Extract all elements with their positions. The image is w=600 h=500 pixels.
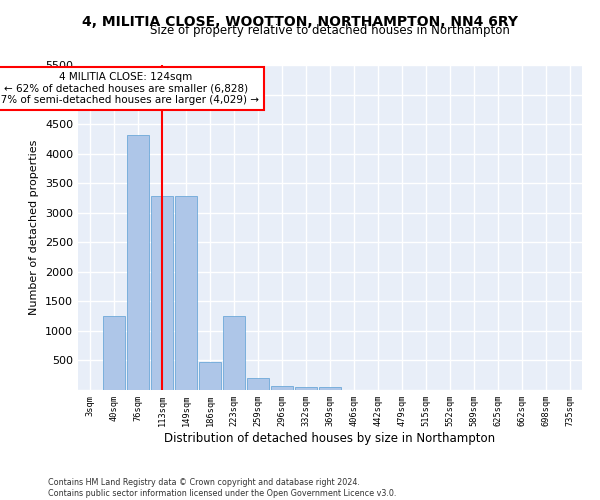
Bar <box>127 134 149 390</box>
Bar <box>319 387 341 390</box>
Text: 4, MILITIA CLOSE, WOOTTON, NORTHAMPTON, NN4 6RY: 4, MILITIA CLOSE, WOOTTON, NORTHAMPTON, … <box>82 15 518 29</box>
Bar <box>223 316 245 390</box>
Bar <box>199 362 221 390</box>
Bar <box>295 387 317 390</box>
Bar <box>103 316 125 390</box>
Bar <box>247 378 269 390</box>
Text: Contains HM Land Registry data © Crown copyright and database right 2024.
Contai: Contains HM Land Registry data © Crown c… <box>48 478 397 498</box>
Text: 4 MILITIA CLOSE: 124sqm
← 62% of detached houses are smaller (6,828)
37% of semi: 4 MILITIA CLOSE: 124sqm ← 62% of detache… <box>0 72 259 106</box>
Y-axis label: Number of detached properties: Number of detached properties <box>29 140 40 315</box>
Bar <box>271 386 293 390</box>
Title: Size of property relative to detached houses in Northampton: Size of property relative to detached ho… <box>150 24 510 38</box>
Bar <box>151 196 173 390</box>
Bar <box>175 196 197 390</box>
X-axis label: Distribution of detached houses by size in Northampton: Distribution of detached houses by size … <box>164 432 496 445</box>
